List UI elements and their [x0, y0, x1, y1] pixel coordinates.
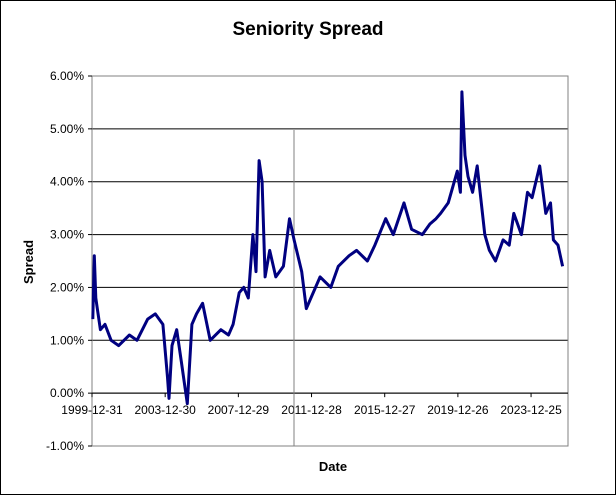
x-axis-label: Date: [319, 459, 347, 474]
chart-title: Seniority Spread: [233, 19, 384, 40]
plot-area: [91, 75, 569, 447]
y-tick-label: 5.00%: [50, 122, 84, 136]
y-tick-label: 6.00%: [50, 69, 84, 83]
x-tick-label: 2011-12-28: [281, 403, 342, 417]
y-tick-label: 1.00%: [50, 333, 84, 347]
y-axis-ticks: -1.00% 0.00% 1.00% 2.00% 3.00% 4.00% 5.00% 6.00…: [46, 69, 92, 453]
x-axis-ticks: 1999-12-31 2003-12-30 2007-12-29 2011-12-28…: [61, 392, 568, 417]
y-tick-label: 3.00%: [50, 228, 84, 242]
y-tick-label: 2.00%: [50, 280, 84, 294]
y-tick-label: -1.00%: [46, 439, 84, 453]
x-tick-label: 1999-12-31: [61, 403, 123, 417]
x-tick-label: 2023-12-25: [500, 403, 562, 417]
x-tick-label: 2003-12-30: [134, 403, 196, 417]
x-tick-label: 2007-12-29: [208, 403, 270, 417]
y-tick-label: 0.00%: [50, 386, 84, 400]
x-tick-label: 2019-12-26: [427, 403, 489, 417]
x-tick-label: 2015-12-27: [354, 403, 416, 417]
y-tick-label: 4.00%: [50, 175, 84, 189]
y-axis-label: Spread: [21, 240, 36, 284]
series-line-spread: [91, 90, 565, 406]
